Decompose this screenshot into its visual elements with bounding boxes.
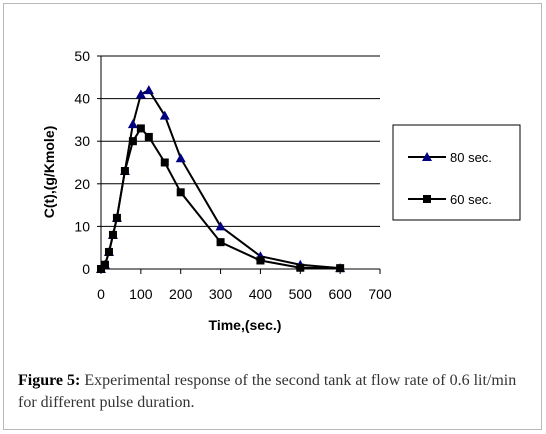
data-point <box>120 167 129 176</box>
data-point <box>159 110 170 120</box>
data-point <box>135 89 146 99</box>
legend-marker <box>423 195 431 203</box>
y-tick-label: 20 <box>74 176 90 192</box>
x-tick-label: 100 <box>129 286 153 302</box>
series-group <box>96 85 346 273</box>
y-axis-label: C(t),(g/Kmole) <box>41 126 57 219</box>
data-point <box>128 137 137 146</box>
legend-marker <box>422 152 432 161</box>
data-point <box>160 158 169 167</box>
gridlines <box>101 55 380 227</box>
y-tick-label: 30 <box>74 133 90 149</box>
data-point <box>175 153 186 163</box>
x-tick-label: 600 <box>328 286 352 302</box>
data-point <box>144 132 153 141</box>
legend-label: 80 sec. <box>450 150 492 165</box>
data-point <box>108 230 117 239</box>
data-point <box>176 188 185 197</box>
legend-box <box>392 124 521 221</box>
data-point <box>136 124 145 133</box>
axes <box>97 55 381 274</box>
legend: 80 sec. 60 sec. <box>392 124 521 221</box>
y-tick-label: 50 <box>74 48 90 64</box>
data-point <box>336 264 345 273</box>
y-tick-label: 10 <box>74 218 90 234</box>
caption-label: Figure 5: <box>18 372 81 389</box>
data-point <box>296 263 305 272</box>
data-point <box>97 265 105 273</box>
series-line <box>100 126 341 270</box>
figure-caption: Figure 5: Experimental response of the s… <box>18 370 538 414</box>
data-point <box>256 256 265 265</box>
caption-text: Experimental response of the second tank… <box>18 372 517 411</box>
x-axis-label: Time,(sec.) <box>209 317 282 333</box>
data-point <box>104 247 113 256</box>
x-tick-label: 0 <box>97 286 105 302</box>
data-point <box>100 260 109 269</box>
data-point <box>143 85 154 95</box>
y-tick-label: 40 <box>74 91 90 107</box>
data-point <box>112 213 121 222</box>
x-tick-label: 500 <box>289 286 313 302</box>
y-tick-label: 0 <box>82 261 90 277</box>
x-tick-label: 700 <box>368 286 392 302</box>
series-2 <box>97 124 345 273</box>
data-point <box>127 119 138 129</box>
data-point <box>215 221 226 231</box>
legend-label: 60 sec. <box>450 192 492 207</box>
data-point <box>216 238 225 247</box>
x-tick-label: 300 <box>209 286 233 302</box>
x-tick-label: 200 <box>169 286 193 302</box>
x-tick-label: 400 <box>249 286 273 302</box>
